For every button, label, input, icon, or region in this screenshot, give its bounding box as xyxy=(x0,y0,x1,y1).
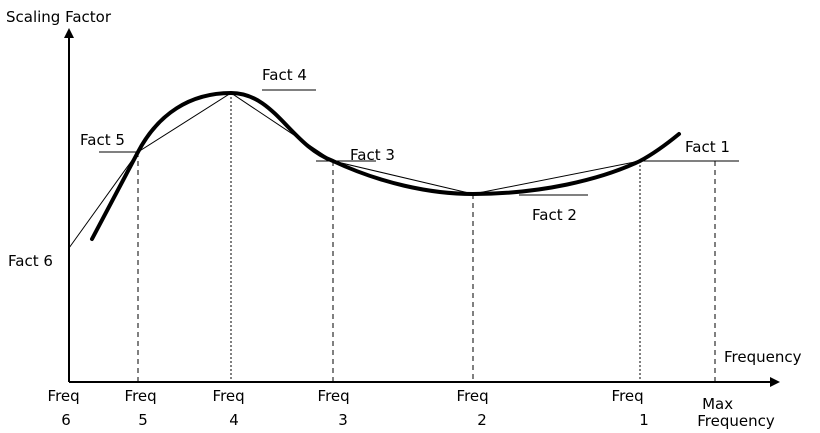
freq-6-label: Freq 6 xyxy=(48,387,85,429)
fact-6-label: Fact 6 xyxy=(8,252,53,270)
freq-1-label-line-1: Freq xyxy=(612,387,644,405)
freq-3-label-line-2: 3 xyxy=(338,411,348,429)
freq-2-label-line-2: 2 xyxy=(477,411,487,429)
max-frequency-label-line-2: Frequency xyxy=(697,412,775,430)
scaling-curve xyxy=(90,90,681,241)
fact-3-label: Fact 3 xyxy=(350,146,395,164)
y-axis-label: Scaling Factor xyxy=(6,8,112,26)
freq-3-label-line-1: Freq xyxy=(318,387,350,405)
fact-2-label: Fact 2 xyxy=(532,206,577,224)
freq-5-label-line-2: 5 xyxy=(138,411,148,429)
freq-3-label: Freq 3 xyxy=(318,387,355,429)
freq-1-label: Freq 1 xyxy=(612,387,649,429)
freq-2-label-line-1: Freq xyxy=(457,387,489,405)
max-frequency-label-line-1: Max xyxy=(702,395,733,413)
freq-5-label: Freq 5 xyxy=(125,387,162,429)
factor-label-underlines xyxy=(99,89,588,196)
freq-1-label-line-2: 1 xyxy=(639,411,649,429)
freq-4-label: Freq 4 xyxy=(213,387,250,429)
drop-lines xyxy=(137,93,716,382)
linear-approximation-line xyxy=(68,92,739,249)
max-frequency-label: Max Frequency xyxy=(697,395,775,430)
frequency-tick-labels: Freq 6 Freq 5 Freq 4 Freq 3 Freq 2 Freq … xyxy=(48,387,775,430)
freq-4-label-line-1: Freq xyxy=(213,387,245,405)
freq-4-label-line-2: 4 xyxy=(229,411,239,429)
freq-5-label-line-1: Freq xyxy=(125,387,157,405)
freq-6-label-line-1: Freq xyxy=(48,387,80,405)
freq-6-label-line-2: 6 xyxy=(61,411,71,429)
fact-4-label: Fact 4 xyxy=(262,66,307,84)
fact-5-label: Fact 5 xyxy=(80,131,125,149)
freq-2-label: Freq 2 xyxy=(457,387,494,429)
fact-1-label: Fact 1 xyxy=(685,138,730,156)
x-axis-label: Frequency xyxy=(724,348,802,366)
